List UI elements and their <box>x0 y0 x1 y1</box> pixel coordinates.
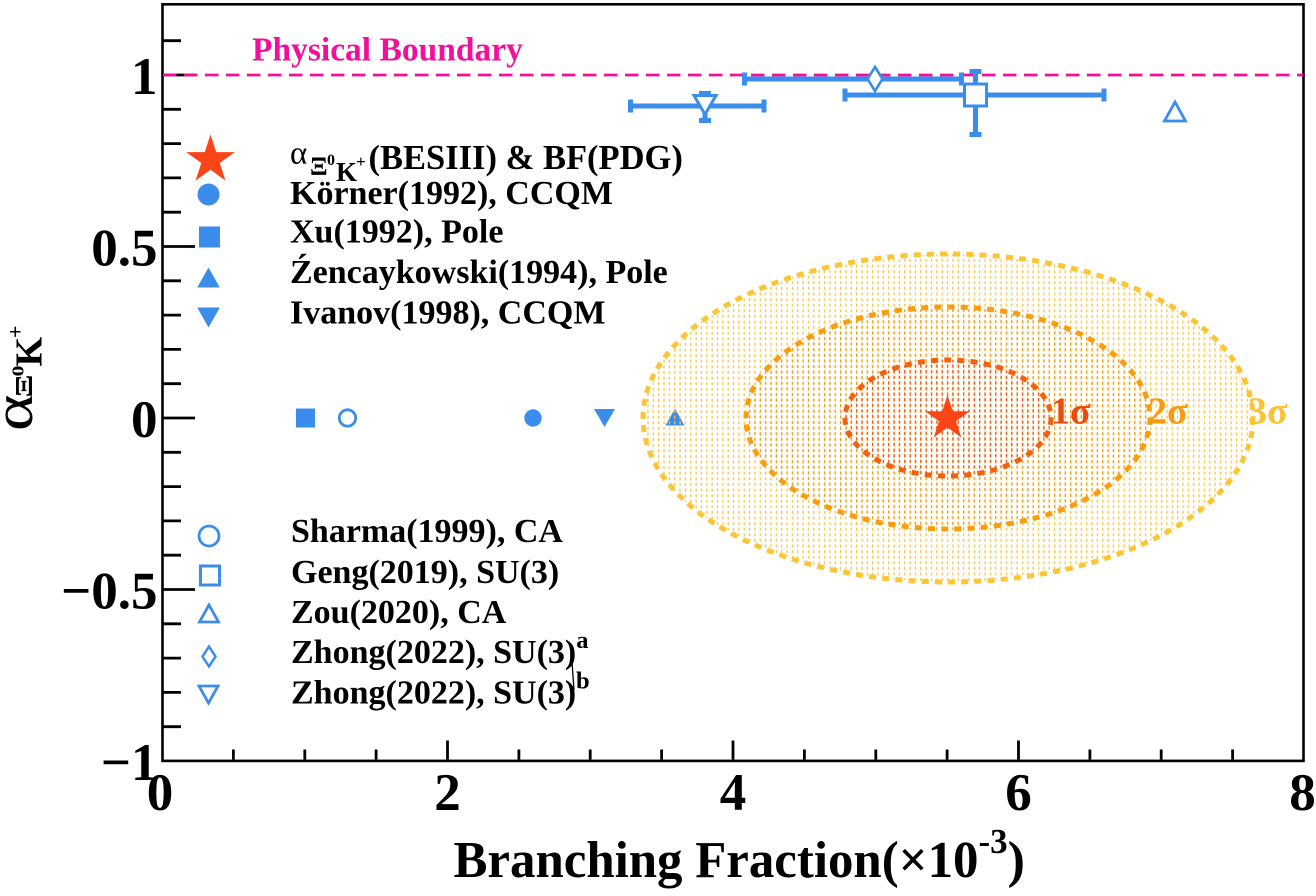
svg-text:Xu(1992), Pole: Xu(1992), Pole <box>290 214 503 251</box>
svg-text:Branching Fraction(×10-3): Branching Fraction(×10-3) <box>454 822 1025 889</box>
svg-text:Körner(1992), CCQM: Körner(1992), CCQM <box>290 175 613 212</box>
svg-text:Ξ: Ξ <box>310 152 328 181</box>
svg-text:b: b <box>576 668 590 695</box>
svg-text:6: 6 <box>1005 764 1032 822</box>
svg-text:0: 0 <box>131 391 158 449</box>
svg-text:+: + <box>2 325 27 338</box>
svg-text:Ivanov(1998), CCQM: Ivanov(1998), CCQM <box>290 295 605 332</box>
svg-text:K: K <box>9 337 51 367</box>
svg-text:+: + <box>356 152 366 171</box>
svg-text:Sharma(1999), CA: Sharma(1999), CA <box>291 513 563 550</box>
svg-text:α: α <box>0 395 45 432</box>
svg-text:Zou(2020), CA: Zou(2020), CA <box>291 594 507 631</box>
svg-text:1: 1 <box>131 48 158 106</box>
svg-text:−1: −1 <box>101 734 158 792</box>
svg-text:2σ: 2σ <box>1148 391 1188 433</box>
svg-text:2: 2 <box>434 764 461 822</box>
svg-text:Ξ: Ξ <box>12 375 38 398</box>
svg-text:Źencaykowski(1994), Pole: Źencaykowski(1994), Pole <box>290 254 668 291</box>
svg-text:Zhong(2022), SU(3)a: Zhong(2022), SU(3)a <box>291 627 589 671</box>
svg-text:K: K <box>336 157 357 187</box>
svg-text:8: 8 <box>1289 764 1316 822</box>
svg-text:1σ: 1σ <box>1051 391 1091 433</box>
svg-text:0: 0 <box>327 152 335 169</box>
svg-text:0.5: 0.5 <box>91 220 157 278</box>
svg-text:Physical Boundary: Physical Boundary <box>252 32 523 69</box>
svg-text:Zhong(2022), SU(3): Zhong(2022), SU(3) <box>291 675 576 712</box>
svg-text:α: α <box>290 136 307 172</box>
svg-text:(BESIII) & BF(PDG): (BESIII) & BF(PDG) <box>369 139 683 177</box>
svg-text:4: 4 <box>720 764 747 822</box>
svg-text:3σ: 3σ <box>1248 391 1288 433</box>
svg-text:0: 0 <box>9 366 28 377</box>
svg-text:0: 0 <box>147 764 174 822</box>
svg-text:−0.5: −0.5 <box>61 563 157 621</box>
svg-text:Geng(2019), SU(3): Geng(2019), SU(3) <box>291 554 559 591</box>
